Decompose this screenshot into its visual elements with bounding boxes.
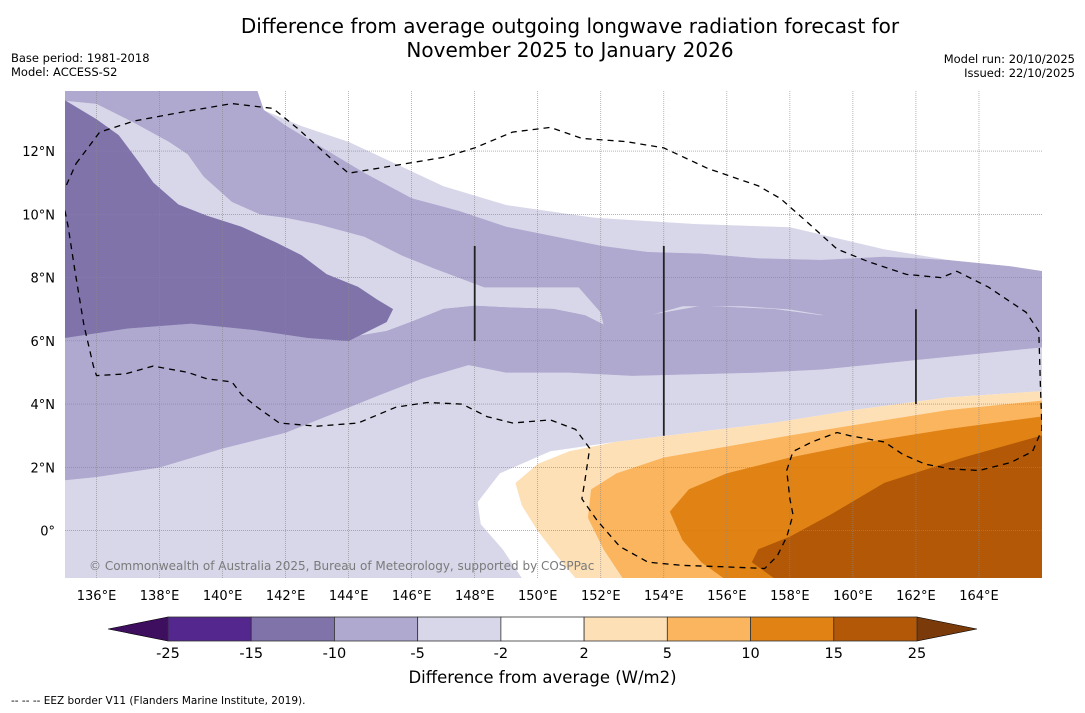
colorbar-tick-label: 5 [663, 646, 672, 662]
y-tick-label: 4°N [31, 398, 56, 413]
x-tick-label: 146°E [392, 589, 432, 604]
colorbar-label: Difference from average (W/m2) [408, 668, 677, 687]
x-tick-label: 152°E [581, 589, 621, 604]
x-tick-label: 164°E [959, 589, 999, 604]
chart-title: Difference from average outgoing longwav… [0, 14, 1085, 62]
y-tick-label: 10°N [22, 208, 55, 223]
colorbar-bin [250, 616, 335, 642]
x-tick-label: 138°E [140, 589, 180, 604]
meta-right: Model run: 20/10/2025 Issued: 22/10/2025 [944, 52, 1075, 80]
x-axis-ticks: 136°E 138°E 140°E 142°E 144°E 146°E 148°E 150°E… [77, 589, 999, 604]
contour-region-5 [65, 100, 394, 342]
title-line-2: November 2025 to January 2026 [406, 38, 734, 62]
x-tick-label: 144°E [329, 589, 369, 604]
x-tick-label: 158°E [770, 589, 810, 604]
colorbar-tick-label: 15 [825, 646, 843, 662]
base-period: Base period: 1981-2018 [11, 51, 150, 65]
y-tick-label: 12°N [22, 145, 55, 160]
colorbar-bin [417, 616, 502, 642]
model-run-date: Model run: 20/10/2025 [943, 52, 1075, 66]
colorbar-bin [334, 616, 419, 642]
colorbar-bin [666, 616, 751, 642]
colorbar-over-arrow [916, 616, 978, 642]
y-tick-label: 2°N [31, 461, 56, 476]
x-tick-label: 140°E [203, 589, 243, 604]
x-tick-label: 150°E [518, 589, 558, 604]
colorbar-tick-label: 2 [579, 646, 588, 662]
y-tick-label: 8°N [31, 272, 56, 287]
colorbar-bin [750, 616, 835, 642]
x-tick-label: 148°E [455, 589, 495, 604]
x-tick-label: 160°E [833, 589, 873, 604]
colorbar-tick-label: -10 [323, 646, 347, 662]
issued-date: Issued: 22/10/2025 [964, 66, 1075, 80]
colorbar-tick-label: -15 [239, 646, 263, 662]
graticule [65, 91, 1042, 578]
y-tick-label: 6°N [31, 335, 56, 350]
copyright-notice: © Commonwealth of Australia 2025, Bureau… [89, 559, 594, 573]
colorbar-tick-label: -25 [156, 646, 180, 662]
colorbar-bin [833, 616, 918, 642]
model-name: Model: ACCESS-S2 [11, 65, 118, 79]
eez-footnote: -- -- -- EEZ border V11 (Flanders Marine… [11, 695, 306, 707]
x-tick-label: 136°E [77, 589, 117, 604]
eez-borders [65, 102, 1042, 570]
colorbar-bin [500, 616, 585, 642]
eez-border-line [65, 102, 1042, 570]
x-tick-label: 154°E [644, 589, 684, 604]
contour-region-10 [751, 435, 1042, 578]
anomaly-contour-fills [65, 91, 1042, 578]
colorbar-tick-label: 10 [741, 646, 759, 662]
colorbar-tick-label: -2 [494, 646, 508, 662]
colorbar-bin [583, 616, 668, 642]
y-tick-label: 0° [40, 525, 55, 540]
meta-left: Base period: 1981-2018 Model: ACCESS-S2 [11, 51, 150, 79]
x-tick-label: 162°E [896, 589, 936, 604]
colorbar: -25 -15 -10 -5 -2 2 5 10 15 25 [107, 616, 978, 662]
title-line-1: Difference from average outgoing longwav… [240, 14, 900, 38]
colorbar-tick-label: -5 [410, 646, 424, 662]
y-axis-ticks: 0° 2°N 4°N 6°N 8°N 10°N 12°N [22, 145, 55, 539]
colorbar-bin [167, 616, 252, 642]
x-tick-label: 142°E [266, 589, 306, 604]
x-tick-label: 156°E [707, 589, 747, 604]
colorbar-under-arrow [107, 616, 169, 642]
colorbar-tick-label: 25 [908, 646, 926, 662]
meridian-bars [473, 245, 917, 436]
